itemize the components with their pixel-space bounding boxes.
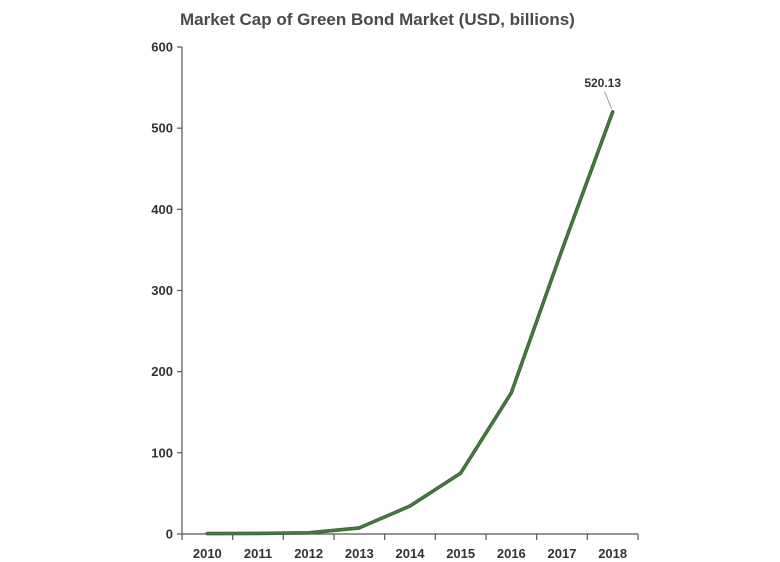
series-line xyxy=(205,110,615,536)
annotation-leader-line xyxy=(604,91,613,110)
y-tick-label: 400 xyxy=(151,202,173,217)
series-line-highlight xyxy=(206,111,614,535)
x-tick-label: 2016 xyxy=(497,546,526,561)
series-layer xyxy=(205,110,615,536)
x-tick-label: 2011 xyxy=(244,546,272,561)
y-tick-label: 200 xyxy=(151,364,173,379)
x-tick-label: 2014 xyxy=(396,546,426,561)
y-tick-label: 600 xyxy=(151,40,173,55)
annotation-layer: 520.13 xyxy=(584,76,621,110)
x-tick-label: 2010 xyxy=(193,546,222,561)
chart-title: Market Cap of Green Bond Market (USD, bi… xyxy=(180,10,575,29)
x-tick-label: 2012 xyxy=(294,546,323,561)
y-tick-label: 500 xyxy=(151,121,173,136)
y-tick-label: 0 xyxy=(166,527,173,542)
x-tick-label: 2018 xyxy=(598,546,627,561)
x-tick-label: 2017 xyxy=(548,546,577,561)
y-tick-label: 100 xyxy=(151,445,173,460)
annotation-label: 520.13 xyxy=(584,76,621,90)
y-tick-label: 300 xyxy=(151,283,173,298)
x-tick-label: 2013 xyxy=(345,546,374,561)
axes: 0 100 200 300 400 500 600 2010 2011 2012 2013 2014 2… xyxy=(151,40,639,561)
x-tick-label: 2015 xyxy=(446,546,475,561)
